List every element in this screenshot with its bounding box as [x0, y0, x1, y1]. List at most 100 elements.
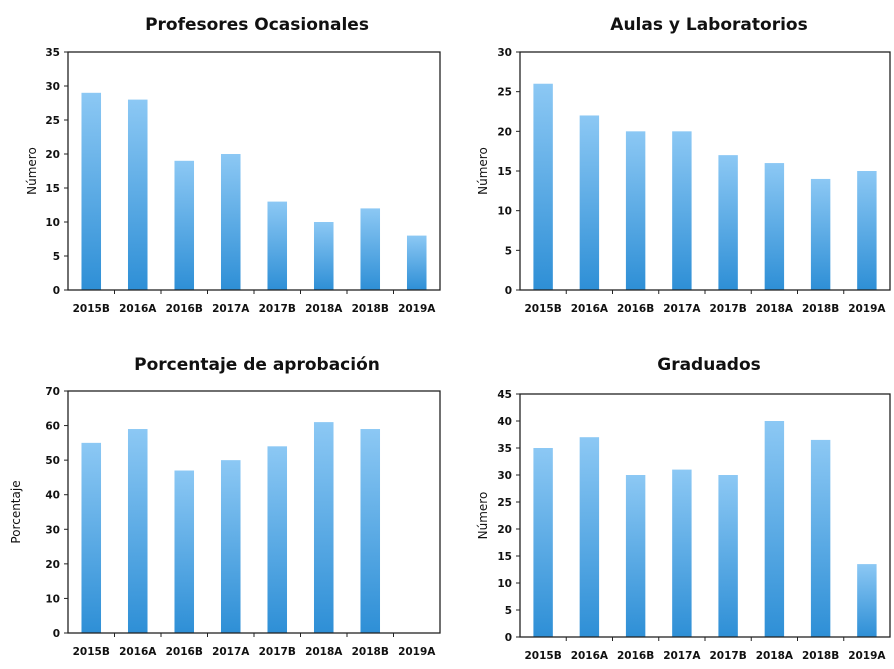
y-tick-label: 10: [497, 578, 512, 590]
chart-title: Graduados: [657, 355, 761, 375]
y-tick-label: 40: [497, 416, 512, 428]
y-tick-label: 30: [497, 47, 512, 59]
y-tick-label: 30: [497, 470, 512, 482]
bar-2015b: [533, 83, 553, 290]
x-tick-label: 2019A: [848, 303, 886, 315]
y-tick-label: 20: [45, 559, 60, 571]
plot-area-frame: [519, 51, 891, 291]
y-tick-label: 20: [497, 524, 512, 536]
y-axis-label: Número: [476, 147, 490, 195]
x-tick-label: 2018B: [352, 303, 389, 315]
y-tick-label: 25: [497, 87, 512, 99]
y-tick-label: 5: [505, 605, 512, 617]
x-tick-label: 2017B: [710, 303, 747, 315]
y-tick-label: 60: [45, 421, 60, 433]
bar-2018b: [360, 208, 381, 290]
bar-2016b: [174, 160, 195, 290]
y-tick-label: 0: [505, 632, 512, 644]
x-tick-label: 2015B: [525, 303, 562, 315]
y-tick-label: 0: [505, 285, 512, 297]
y-tick-label: 0: [53, 628, 60, 640]
y-tick-label: 20: [497, 126, 512, 138]
x-tick-label: 2017A: [212, 646, 250, 658]
bar-2017b: [267, 446, 288, 633]
y-axis-label: Número: [476, 492, 490, 540]
y-tick-label: 35: [497, 443, 512, 455]
x-tick-label: 2016B: [166, 303, 203, 315]
x-tick-label: 2016B: [617, 303, 654, 315]
bar-2016a: [127, 429, 148, 633]
plot-area-frame: [67, 51, 441, 291]
bar-2017b: [718, 475, 738, 637]
bar-2015b: [81, 92, 102, 290]
bar-2017b: [718, 155, 738, 290]
x-tick-label: 2018A: [756, 303, 794, 315]
bar-2017a: [220, 460, 241, 633]
bar-2016a: [127, 99, 148, 290]
y-tick-label: 70: [45, 386, 60, 398]
x-tick-label: 2015B: [73, 303, 110, 315]
bar-2018b: [360, 429, 381, 633]
x-tick-label: 2018A: [756, 650, 794, 662]
chart-profesores-ocasionales: Profesores Ocasionales Número 0 5 10 15 20 25 30…: [25, 15, 441, 315]
chart-title: Profesores Ocasionales: [145, 15, 369, 35]
y-tick-label: 35: [45, 47, 60, 59]
bar-2018a: [764, 421, 785, 637]
chart-title: Aulas y Laboratorios: [610, 15, 807, 35]
x-tick-label: 2017B: [259, 646, 296, 658]
x-tick-label: 2017B: [710, 650, 747, 662]
chart-title: Porcentaje de aprobación: [134, 355, 380, 375]
y-tick-label: 15: [45, 183, 60, 195]
bar-2017a: [672, 469, 692, 637]
y-tick-label: 50: [45, 455, 60, 467]
y-tick-label: 20: [45, 149, 60, 161]
y-tick-label: 25: [497, 497, 512, 509]
x-tick-label: 2019A: [398, 303, 436, 315]
bar-2019a: [857, 171, 877, 290]
bar-2017a: [220, 154, 241, 290]
x-tick-label: 2016B: [166, 646, 203, 658]
bar-2015b: [533, 448, 553, 637]
x-tick-label: 2015B: [525, 650, 562, 662]
plot-area-frame: [67, 390, 441, 634]
y-tick-label: 0: [53, 285, 60, 297]
bar-2016a: [579, 437, 600, 637]
x-tick-label: 2016A: [119, 303, 157, 315]
x-tick-label: 2017B: [259, 303, 296, 315]
x-tick-label: 2018A: [305, 303, 343, 315]
bar-2015b: [81, 442, 102, 633]
y-tick-label: 45: [497, 389, 512, 401]
y-axis-label: Número: [25, 147, 39, 195]
x-tick-label: 2018B: [352, 646, 389, 658]
y-tick-label: 5: [505, 245, 512, 257]
bar-2016b: [625, 131, 646, 290]
bar-2016a: [579, 115, 600, 290]
y-axis-label: Porcentaje: [9, 480, 23, 543]
bar-2018a: [764, 163, 785, 290]
y-tick-label: 30: [45, 81, 60, 93]
bar-2016b: [625, 475, 646, 637]
bar-2018b: [810, 439, 831, 637]
plot-area-frame: [519, 393, 891, 638]
x-tick-label: 2018A: [305, 646, 343, 658]
x-tick-label: 2016A: [119, 646, 157, 658]
bar-2016b: [174, 470, 195, 633]
y-tick-label: 10: [497, 206, 512, 218]
chart-graduados: Graduados Número 0 5 10 15 20 25 30 35 40 45 2015B 20…: [476, 355, 891, 662]
bar-2019a: [406, 235, 427, 290]
x-tick-label: 2019A: [848, 650, 886, 662]
y-tick-label: 40: [45, 490, 60, 502]
y-tick-label: 25: [45, 115, 60, 127]
x-tick-label: 2017A: [663, 303, 701, 315]
chart-aulas-y-laboratorios: Aulas y Laboratorios Número 0 5 10 15 20 25 30 20…: [476, 15, 891, 315]
x-tick-label: 2017A: [212, 303, 250, 315]
bar-2017a: [672, 131, 692, 290]
y-tick-label: 5: [53, 251, 60, 263]
x-tick-label: 2018B: [802, 303, 839, 315]
y-tick-label: 10: [45, 593, 60, 605]
x-tick-label: 2018B: [802, 650, 839, 662]
x-tick-label: 2019A: [398, 646, 436, 658]
bar-2018a: [313, 222, 334, 290]
chart-porcentaje-de-aprobacion: Porcentaje de aprobación Porcentaje 0 10 20 3…: [9, 355, 441, 658]
